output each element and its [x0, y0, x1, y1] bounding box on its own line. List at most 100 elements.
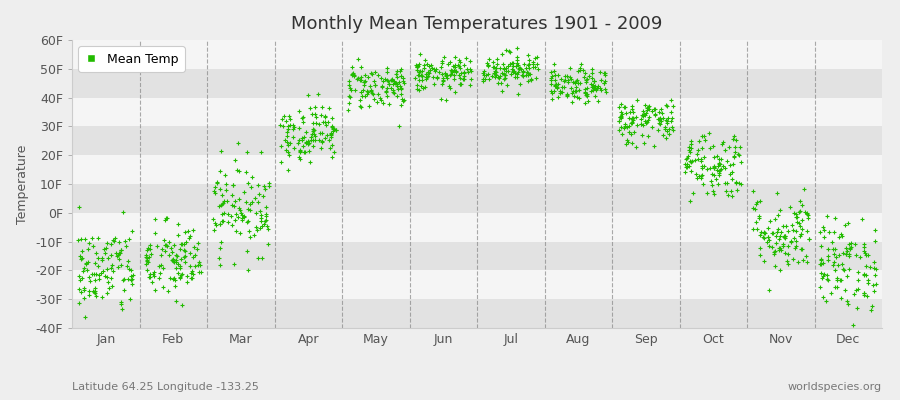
- Point: [410, 86, 424, 92]
- Point: [152, 263, 166, 269]
- Point: [207, 220, 221, 226]
- Point: [102, 285, 116, 291]
- Point: [598, 72, 612, 78]
- Point: [707, 172, 722, 178]
- Point: [414, 82, 428, 89]
- Point: [388, 79, 402, 86]
- Point: [92, 272, 106, 278]
- Point: [586, 84, 600, 91]
- Point: [262, 180, 276, 186]
- Point: [544, 88, 558, 94]
- Point: [795, 246, 809, 252]
- Point: [282, 149, 296, 156]
- Point: [463, 82, 477, 88]
- Point: [793, 232, 807, 239]
- Point: [419, 76, 434, 82]
- Point: [281, 141, 295, 148]
- Point: [285, 122, 300, 128]
- Point: [99, 290, 113, 296]
- Point: [396, 97, 410, 104]
- Point: [857, 272, 871, 278]
- Point: [580, 84, 595, 91]
- Point: [753, 228, 768, 235]
- Point: [324, 130, 338, 136]
- Point: [716, 139, 730, 145]
- Point: [548, 76, 562, 83]
- Point: [594, 77, 608, 84]
- Point: [435, 71, 449, 77]
- Point: [588, 93, 602, 100]
- Point: [364, 70, 379, 77]
- Point: [867, 259, 881, 266]
- Point: [801, 212, 815, 218]
- Point: [295, 143, 310, 150]
- Point: [206, 216, 220, 222]
- Point: [396, 78, 410, 84]
- Point: [497, 71, 511, 77]
- Point: [143, 242, 157, 248]
- Point: [293, 148, 308, 155]
- Point: [635, 112, 650, 118]
- Point: [821, 277, 835, 284]
- Point: [613, 114, 627, 121]
- Point: [717, 165, 732, 172]
- Point: [192, 259, 206, 265]
- Point: [416, 85, 430, 91]
- Point: [834, 233, 849, 239]
- Point: [508, 69, 522, 76]
- Point: [859, 263, 873, 269]
- Point: [78, 314, 93, 320]
- Point: [302, 92, 316, 98]
- Point: [797, 208, 812, 215]
- Point: [717, 180, 732, 186]
- Point: [777, 233, 791, 240]
- Point: [660, 120, 674, 126]
- Point: [116, 287, 130, 294]
- Point: [302, 140, 317, 146]
- Point: [545, 96, 560, 102]
- Point: [652, 109, 666, 115]
- Point: [724, 193, 739, 200]
- Point: [820, 246, 834, 252]
- Point: [666, 102, 680, 109]
- Point: [482, 75, 497, 82]
- Point: [597, 70, 611, 76]
- Point: [863, 263, 878, 270]
- Point: [88, 289, 103, 296]
- Point: [142, 254, 157, 260]
- Point: [816, 271, 831, 277]
- Point: [509, 57, 524, 63]
- Point: [345, 71, 359, 78]
- Point: [177, 258, 192, 265]
- Point: [706, 143, 720, 149]
- Point: [396, 97, 410, 104]
- Point: [213, 220, 228, 227]
- Point: [554, 84, 569, 90]
- Point: [74, 256, 88, 262]
- Point: [785, 222, 799, 228]
- Point: [580, 92, 594, 99]
- Point: [681, 163, 696, 169]
- Point: [720, 158, 734, 164]
- Point: [636, 108, 651, 114]
- Point: [306, 120, 320, 127]
- Point: [524, 76, 538, 83]
- Point: [586, 81, 600, 88]
- Point: [578, 90, 592, 96]
- Point: [253, 225, 267, 231]
- Point: [481, 62, 495, 68]
- Point: [658, 124, 672, 130]
- Point: [241, 218, 256, 224]
- Point: [379, 89, 393, 95]
- Point: [73, 253, 87, 259]
- Point: [572, 95, 586, 102]
- Point: [168, 265, 183, 271]
- Point: [184, 275, 198, 282]
- Point: [364, 87, 379, 94]
- Point: [590, 83, 605, 89]
- Point: [520, 78, 535, 84]
- Point: [358, 72, 373, 78]
- Point: [81, 288, 95, 295]
- Point: [830, 284, 844, 290]
- Point: [550, 84, 564, 90]
